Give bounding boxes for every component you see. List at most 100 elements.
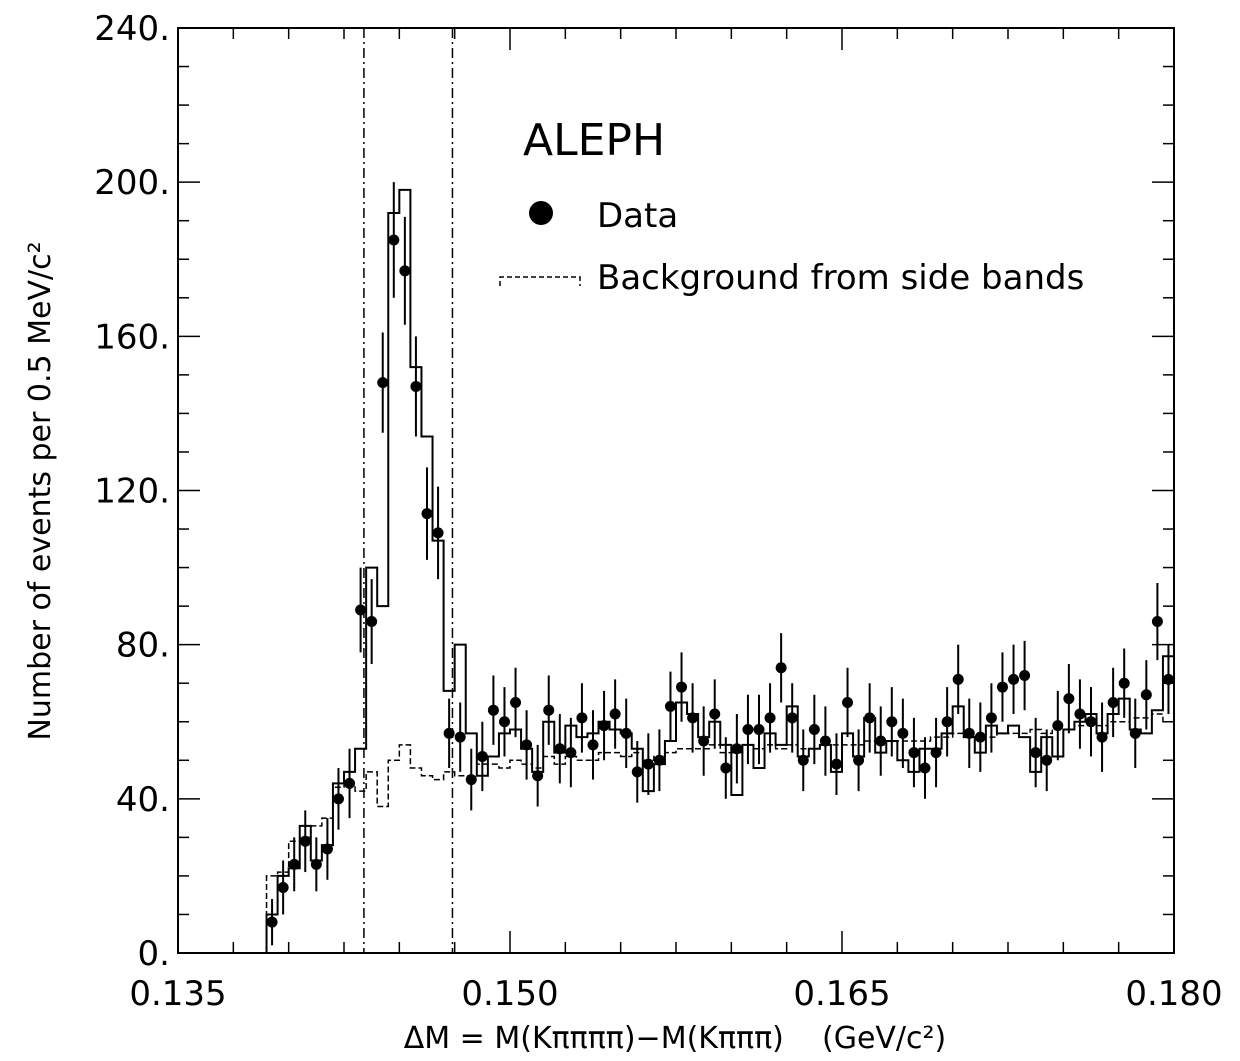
data-point	[366, 616, 378, 628]
data-point	[321, 843, 333, 855]
data-point	[853, 754, 865, 766]
data-point	[465, 774, 477, 786]
total-histogram-layer	[265, 188, 1174, 953]
data-point	[930, 747, 942, 759]
data-point	[985, 712, 997, 724]
data-point	[709, 708, 721, 720]
data-point	[410, 380, 422, 392]
y-tick-label: 200.	[94, 163, 170, 203]
data-point	[875, 735, 887, 747]
data-point	[1151, 616, 1163, 628]
plot-frame	[177, 27, 1175, 954]
data-point	[753, 723, 765, 735]
data-point	[1140, 689, 1152, 701]
x-tick-label: 0.180	[1125, 974, 1222, 1014]
data-point	[288, 858, 300, 870]
data-point	[897, 727, 909, 739]
experiment-label: ALEPH	[523, 115, 665, 166]
data-point	[1052, 720, 1064, 732]
data-point	[1063, 693, 1075, 705]
data-point	[532, 770, 544, 782]
legend-background-label: Background from side bands	[597, 258, 1084, 298]
data-point	[620, 727, 632, 739]
data-point	[344, 777, 356, 789]
data-point	[720, 762, 732, 774]
data-point	[266, 916, 278, 928]
data-point	[808, 723, 820, 735]
legend-data-label: Data	[597, 196, 678, 236]
data-point	[1129, 727, 1141, 739]
data-point	[664, 700, 676, 712]
data-point	[299, 835, 311, 847]
data-point	[797, 754, 809, 766]
data-point	[830, 758, 842, 770]
data-point	[399, 265, 411, 277]
data-point	[742, 723, 754, 735]
data-point	[941, 716, 953, 728]
data-point	[521, 739, 533, 751]
ticks-layer: 0.135 0.150 0.165 0.180 0. 40. 80. 120. 160. 200.…	[94, 9, 1222, 1014]
data-point	[1041, 754, 1053, 766]
data-point	[332, 793, 344, 805]
data-point	[864, 712, 876, 724]
data-point	[1096, 731, 1108, 743]
signal-window-lines-layer	[363, 28, 454, 953]
data-point	[476, 750, 488, 762]
data-point	[598, 720, 610, 732]
data-points-layer	[266, 182, 1174, 946]
data-point	[687, 712, 699, 724]
data-point	[1085, 716, 1097, 728]
data-point	[355, 604, 367, 616]
y-tick-label: 80.	[116, 626, 170, 666]
data-point	[609, 708, 621, 720]
data-point	[698, 735, 710, 747]
y-axis-title: Number of events per 0.5 MeV/c²	[23, 241, 58, 740]
data-point	[432, 527, 444, 539]
legend-background-swatch	[499, 276, 581, 286]
data-point	[487, 704, 499, 716]
data-point	[1162, 673, 1174, 685]
data-point	[631, 766, 643, 778]
data-point	[886, 716, 898, 728]
data-point	[842, 696, 854, 708]
data-point	[510, 696, 522, 708]
x-tick-label: 0.135	[129, 974, 226, 1014]
data-point	[1019, 670, 1031, 681]
data-point	[731, 743, 743, 755]
data-point	[786, 712, 798, 724]
data-point	[443, 727, 455, 739]
data-point	[676, 681, 688, 693]
data-point	[377, 377, 389, 389]
data-point	[996, 681, 1008, 693]
axes-frame-layer	[177, 27, 1175, 954]
data-point	[642, 758, 654, 770]
data-point	[576, 712, 588, 724]
x-tick-label: 0.150	[461, 974, 558, 1014]
data-point	[388, 234, 400, 246]
data-point	[1118, 677, 1130, 689]
y-tick-label: 160.	[94, 317, 170, 357]
data-point	[277, 881, 289, 893]
data-point	[310, 858, 322, 870]
data-point	[554, 743, 566, 755]
data-point	[454, 731, 466, 743]
data-point	[764, 712, 776, 724]
data-point	[543, 704, 555, 716]
data-point	[565, 747, 577, 759]
data-point	[963, 727, 975, 739]
x-axis-title: ΔM = M(Kππππ)−M(Kπππ) (GeV/c²)	[404, 1021, 947, 1056]
data-point	[952, 673, 964, 685]
data-point	[587, 739, 599, 751]
data-point	[1008, 673, 1020, 685]
data-point	[919, 762, 931, 774]
y-tick-label: 120.	[94, 472, 170, 512]
data-point	[974, 731, 986, 743]
data-point	[1107, 696, 1119, 708]
data-point	[421, 508, 433, 520]
data-point	[1030, 747, 1042, 759]
data-point	[908, 747, 920, 759]
data-point	[819, 735, 831, 747]
y-tick-label: 0.	[138, 934, 170, 974]
y-tick-label: 240.	[94, 9, 170, 49]
